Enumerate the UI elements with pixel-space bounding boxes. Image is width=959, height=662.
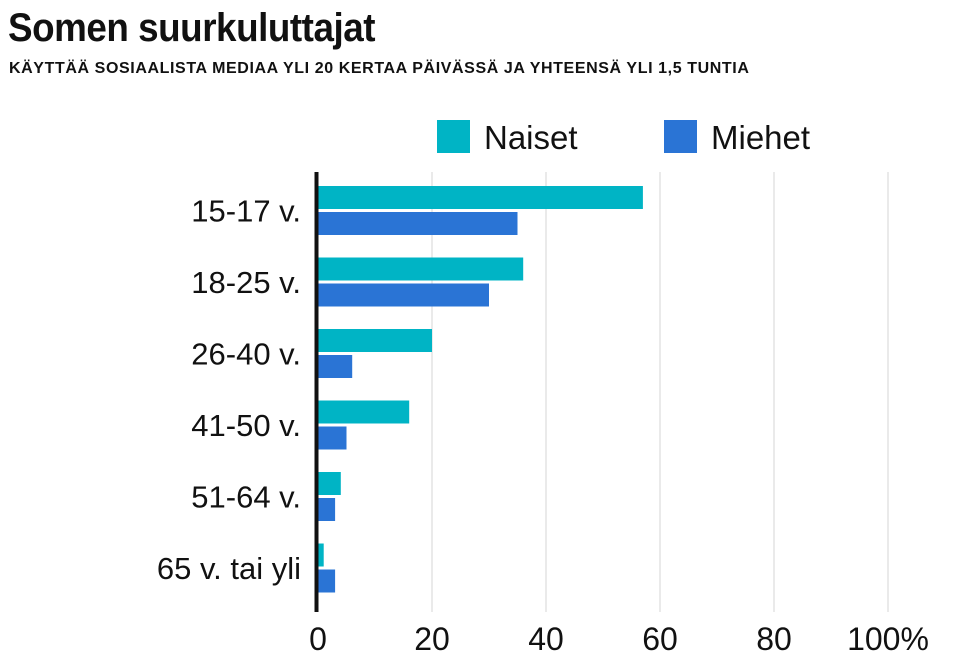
x-tick-label: 20 [414,621,450,657]
tick-labels: 0 20 40 60 80 100% [309,621,929,657]
x-tick-label: 40 [528,621,564,657]
legend-label-naiset: Naiset [484,119,578,156]
bar-naiset [318,329,432,352]
category-label: 65 v. tai yli [157,551,301,586]
bar-naiset [318,400,410,424]
bar-miehet [318,212,518,235]
x-tick-label: 80 [756,621,792,657]
category-label: 18-25 v. [191,265,301,300]
bar-naiset [318,543,324,567]
legend-swatch-miehet [664,120,697,153]
x-tick-label: 100% [847,621,929,657]
x-tick-label: 0 [309,621,327,657]
category-labels: 15-17 v. 18-25 v. 26-40 v. 41-50 v. 51-64 v.… [157,194,301,587]
x-tick-label: 60 [642,621,678,657]
bar-miehet [318,498,336,521]
chart-title: Somen suurkuluttajat [8,6,376,50]
bar-miehet [318,283,489,307]
bar-naiset [318,257,524,281]
category-label: 51-64 v. [191,480,301,515]
bar-miehet [318,355,353,378]
bar-miehet [318,569,336,593]
chart-subtitle: KÄYTTÄÄ SOSIAALISTA MEDIAA YLI 20 KERTAA… [9,60,750,77]
bar-naiset [318,186,643,209]
category-label: 15-17 v. [191,194,301,229]
bars [318,186,643,593]
legend-swatch-naiset [437,120,470,153]
legend: Naiset Miehet [437,119,810,156]
gridlines [431,172,889,612]
legend-label-miehet: Miehet [711,119,810,156]
category-label: 26-40 v. [191,337,301,372]
bar-miehet [318,426,347,450]
category-label: 41-50 v. [191,408,301,443]
bar-naiset [318,472,341,495]
